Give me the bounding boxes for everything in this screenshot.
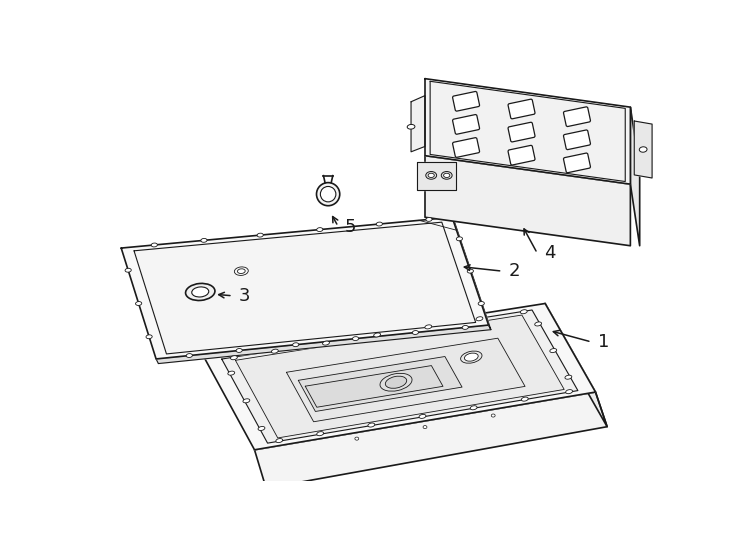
FancyBboxPatch shape bbox=[564, 130, 590, 150]
Polygon shape bbox=[417, 162, 456, 190]
Ellipse shape bbox=[461, 351, 482, 363]
Ellipse shape bbox=[521, 397, 528, 401]
Polygon shape bbox=[222, 310, 578, 443]
FancyBboxPatch shape bbox=[564, 107, 590, 126]
Polygon shape bbox=[425, 79, 631, 184]
FancyBboxPatch shape bbox=[453, 114, 479, 134]
Ellipse shape bbox=[380, 373, 412, 391]
Ellipse shape bbox=[462, 326, 468, 329]
Ellipse shape bbox=[419, 414, 426, 418]
Polygon shape bbox=[430, 82, 625, 181]
FancyBboxPatch shape bbox=[508, 99, 535, 119]
Polygon shape bbox=[545, 303, 607, 427]
Ellipse shape bbox=[257, 233, 264, 237]
Polygon shape bbox=[631, 107, 639, 246]
Ellipse shape bbox=[407, 124, 415, 129]
Ellipse shape bbox=[146, 335, 152, 339]
Ellipse shape bbox=[258, 427, 265, 430]
Polygon shape bbox=[134, 222, 476, 354]
Ellipse shape bbox=[201, 239, 207, 242]
Ellipse shape bbox=[534, 322, 542, 326]
Ellipse shape bbox=[374, 333, 380, 337]
Ellipse shape bbox=[476, 317, 483, 321]
Ellipse shape bbox=[316, 183, 340, 206]
Ellipse shape bbox=[465, 353, 478, 361]
Ellipse shape bbox=[565, 375, 572, 379]
Ellipse shape bbox=[491, 414, 495, 417]
Ellipse shape bbox=[136, 301, 142, 306]
Ellipse shape bbox=[316, 228, 323, 232]
Polygon shape bbox=[236, 315, 564, 438]
Ellipse shape bbox=[322, 341, 330, 345]
Text: 4: 4 bbox=[544, 245, 555, 262]
Ellipse shape bbox=[234, 267, 248, 275]
Polygon shape bbox=[121, 217, 489, 359]
Ellipse shape bbox=[468, 269, 473, 273]
Text: 2: 2 bbox=[509, 262, 520, 280]
Ellipse shape bbox=[243, 399, 250, 403]
Ellipse shape bbox=[550, 348, 556, 353]
Ellipse shape bbox=[423, 426, 427, 429]
FancyBboxPatch shape bbox=[453, 91, 479, 111]
Ellipse shape bbox=[320, 186, 336, 202]
Ellipse shape bbox=[426, 218, 432, 221]
Ellipse shape bbox=[192, 287, 208, 297]
Polygon shape bbox=[425, 156, 631, 246]
FancyBboxPatch shape bbox=[508, 122, 535, 142]
Polygon shape bbox=[305, 366, 443, 407]
Ellipse shape bbox=[228, 371, 235, 375]
Ellipse shape bbox=[385, 376, 407, 388]
Ellipse shape bbox=[276, 438, 283, 443]
Ellipse shape bbox=[413, 330, 418, 334]
Ellipse shape bbox=[470, 406, 477, 410]
Text: 5: 5 bbox=[344, 218, 356, 235]
Ellipse shape bbox=[272, 349, 278, 353]
Ellipse shape bbox=[377, 222, 382, 226]
Polygon shape bbox=[411, 96, 425, 152]
Polygon shape bbox=[634, 121, 652, 178]
Ellipse shape bbox=[186, 284, 215, 300]
Ellipse shape bbox=[426, 172, 437, 179]
Ellipse shape bbox=[238, 269, 245, 273]
FancyBboxPatch shape bbox=[453, 138, 479, 157]
FancyBboxPatch shape bbox=[508, 145, 535, 165]
Text: 3: 3 bbox=[239, 287, 250, 305]
Polygon shape bbox=[204, 303, 595, 450]
Ellipse shape bbox=[125, 268, 131, 272]
Polygon shape bbox=[286, 338, 525, 422]
Ellipse shape bbox=[293, 343, 299, 347]
Ellipse shape bbox=[478, 301, 484, 306]
Ellipse shape bbox=[151, 243, 157, 247]
Ellipse shape bbox=[355, 437, 359, 440]
Polygon shape bbox=[298, 356, 462, 411]
Polygon shape bbox=[156, 325, 491, 363]
Ellipse shape bbox=[457, 237, 462, 241]
Ellipse shape bbox=[230, 356, 237, 360]
Ellipse shape bbox=[441, 172, 452, 179]
Ellipse shape bbox=[317, 431, 324, 436]
Ellipse shape bbox=[520, 310, 527, 314]
Polygon shape bbox=[255, 392, 607, 488]
Ellipse shape bbox=[428, 173, 435, 178]
Ellipse shape bbox=[368, 423, 375, 427]
Ellipse shape bbox=[186, 354, 192, 357]
Ellipse shape bbox=[566, 390, 573, 394]
Polygon shape bbox=[452, 217, 491, 330]
FancyBboxPatch shape bbox=[564, 153, 590, 173]
Ellipse shape bbox=[639, 147, 647, 152]
Ellipse shape bbox=[352, 336, 359, 341]
Ellipse shape bbox=[425, 325, 432, 329]
Ellipse shape bbox=[236, 348, 242, 353]
Text: 1: 1 bbox=[597, 333, 609, 351]
Ellipse shape bbox=[443, 173, 450, 178]
